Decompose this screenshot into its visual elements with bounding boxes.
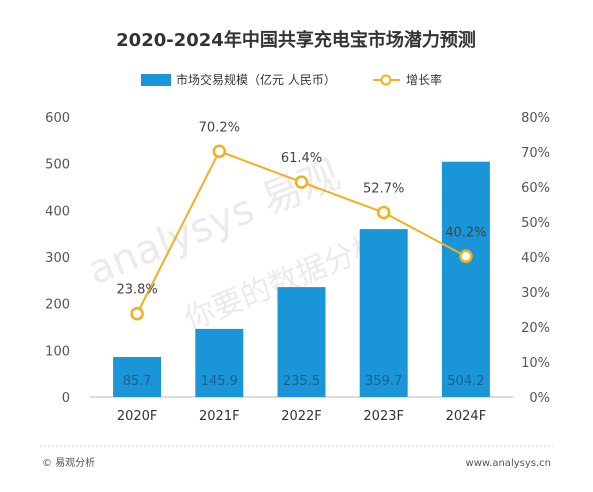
x-tick-label: 2022F: [281, 409, 322, 424]
y-right-tick-label: 10%: [521, 356, 550, 371]
growth-rate-point: [294, 175, 309, 189]
axes: 0 100 200 300 400 500 600 0% 10% 20% 30% 40% 50% 60% 7…: [45, 111, 550, 424]
x-tick-label: 2020F: [117, 409, 158, 424]
y-right-tick-label: 70%: [521, 146, 550, 161]
bar-value-label: 85.7: [123, 374, 152, 389]
bar: [195, 328, 244, 397]
y-left-tick-label: 400: [45, 204, 70, 219]
footer-url: www.analysys.cn: [466, 458, 551, 469]
y-right-tick-label: 20%: [521, 321, 550, 336]
y-left-tick-label: 100: [45, 344, 70, 359]
growth-rate-label: 23.8%: [116, 283, 157, 298]
y-right-tick-label: 60%: [521, 181, 550, 196]
y-right-tick-label: 50%: [521, 216, 550, 231]
footer: © 易观分析 www.analysys.cn: [40, 445, 553, 469]
growth-rate-label: 70.2%: [199, 120, 240, 135]
bar: [113, 357, 162, 397]
y-left-tick-label: 600: [45, 111, 70, 126]
growth-rate-point: [130, 306, 144, 321]
y-left-tick-label: 500: [45, 158, 70, 173]
footer-source: © 易观分析: [42, 456, 95, 469]
y-right-tick-label: 40%: [521, 251, 550, 266]
legend-bar-label: 市场交易规模（亿元 人民币）: [176, 72, 336, 87]
y-left-tick-label: 0: [62, 391, 70, 406]
y-right-tick-label: 80%: [521, 111, 550, 126]
y-left-tick-label: 200: [45, 298, 70, 313]
legend-line-label: 增长率: [406, 72, 442, 87]
growth-rate-point: [376, 205, 391, 220]
bar-value-label: 145.9: [201, 374, 238, 389]
y-right-tick-label: 30%: [521, 286, 550, 301]
watermark-logo: analysys 易观 你要的数据分析: [82, 152, 388, 338]
bar-series: 85.7 145.9 235.5 359.7 504.2: [113, 161, 490, 397]
bar: [441, 161, 490, 397]
x-tick-label: 2024F: [446, 409, 487, 424]
growth-rate-label: 61.4%: [281, 151, 322, 166]
y-left-tick-label: 300: [45, 251, 70, 266]
growth-rate-label: 40.2%: [445, 225, 486, 240]
x-tick-label: 2021F: [199, 409, 240, 424]
legend-line-marker: [380, 74, 392, 86]
growth-rate-point: [212, 144, 227, 159]
bar: [277, 287, 326, 397]
chart-title: 2020-2024年中国共享充电宝市场潜力预测: [116, 29, 476, 51]
bar: [359, 229, 408, 397]
legend-bar-swatch: [141, 74, 171, 86]
bar-value-label: 235.5: [283, 374, 320, 389]
growth-rate-point: [459, 249, 473, 264]
line-series: 23.8% 70.2% 61.4% 52.7% 40.2%: [116, 120, 487, 321]
x-tick-label: 2023F: [363, 409, 404, 424]
y-right-tick-label: 0%: [529, 391, 550, 406]
bar-value-label: 359.7: [365, 374, 402, 389]
bar-value-label: 504.2: [447, 374, 484, 389]
growth-rate-label: 52.7%: [363, 182, 404, 197]
legend: 市场交易规模（亿元 人民币） 增长率: [141, 72, 442, 87]
